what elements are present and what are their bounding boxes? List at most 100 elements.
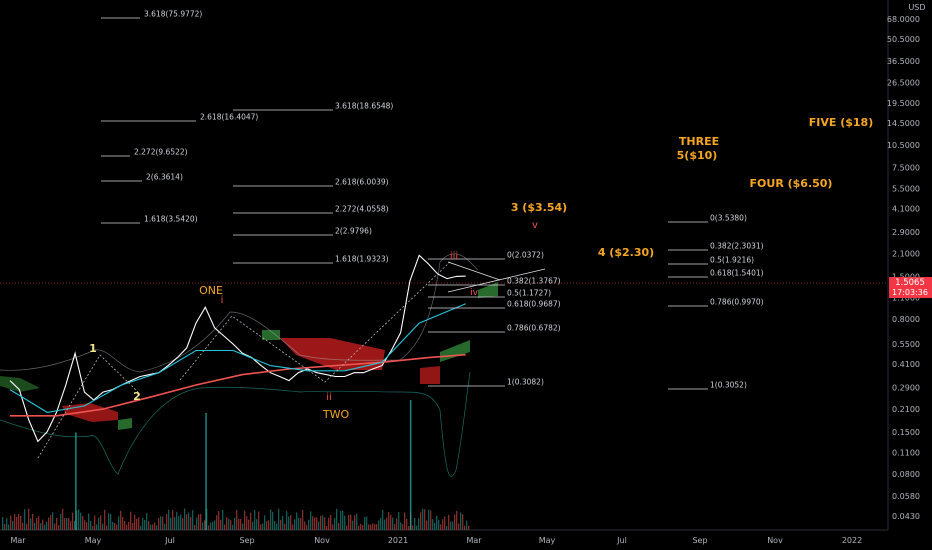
y-tick-label: 0.8000	[892, 315, 920, 324]
price-axis[interactable]: USD 68.0000 50.5000 36.5000 26.5000 19.5000 1…	[887, 0, 926, 530]
volume-bar	[84, 520, 86, 530]
volume-bar	[130, 511, 132, 530]
cloud-red-3	[420, 366, 440, 384]
fib-label: 0.618(1.5401)	[710, 269, 764, 278]
volume-bar	[246, 516, 248, 530]
fib-label: 0(2.0372)	[507, 251, 544, 260]
volume-bar	[320, 515, 322, 530]
volume-bar	[272, 511, 274, 530]
y-tick-label: 14.5000	[887, 119, 920, 128]
volume-bar	[384, 519, 386, 530]
cloud-green-3	[262, 330, 280, 340]
volume-bar	[284, 523, 286, 530]
volume-bar	[10, 515, 12, 530]
volume-bar	[342, 510, 344, 530]
volume-bar	[122, 517, 124, 530]
volume-bar	[150, 524, 152, 530]
volume-spike	[75, 432, 77, 530]
triangle-pattern	[447, 261, 546, 293]
price-axis-unit: USD	[908, 3, 925, 12]
volume-bar	[396, 518, 398, 530]
wave-label: FIVE ($18)	[809, 116, 873, 129]
volume-bar	[266, 521, 268, 530]
x-tick-label: Nov	[314, 536, 330, 545]
volume-bar	[18, 513, 20, 530]
y-tick-label: 26.5000	[887, 79, 920, 88]
fib-label: 0.618(0.9687)	[507, 300, 561, 309]
volume-bar	[256, 519, 258, 530]
volume-bar	[240, 518, 242, 530]
volume-bar	[372, 523, 374, 530]
price-tag: 1.5065 17:03:36	[889, 277, 932, 298]
volume-bar	[124, 520, 126, 530]
volume-bar	[250, 512, 252, 530]
volume-bar	[424, 509, 426, 530]
volume-bar	[328, 517, 330, 530]
fib-label: 0.382(2.3031)	[710, 242, 764, 251]
volume-spike	[409, 400, 412, 530]
y-tick-label: 0.1100	[892, 449, 920, 458]
volume-bar	[34, 522, 36, 530]
volume-bar	[32, 513, 34, 530]
fib-label: 3.618(18.6548)	[335, 102, 393, 111]
volume-bar	[368, 524, 370, 530]
volume-spike	[205, 413, 207, 530]
fib-levels: 3.618(75.9772) 2.618(16.4047) 2.272(9.6522…	[101, 10, 764, 390]
volume-bar	[392, 517, 394, 530]
volume-bar	[136, 518, 138, 530]
x-tick-label: Mar	[10, 536, 26, 545]
x-tick-label: 2021	[388, 536, 408, 545]
volume-bar	[92, 525, 94, 530]
volume-bar	[140, 525, 142, 530]
volume-bar	[236, 509, 238, 530]
volume-bar	[144, 519, 146, 530]
volume-bar	[128, 521, 130, 530]
volume-bar	[214, 520, 216, 530]
volume-bar	[148, 521, 150, 530]
volume-bar	[430, 510, 432, 530]
envelope-upper	[0, 253, 479, 373]
volume-bar	[312, 516, 314, 530]
volume-bar	[112, 521, 114, 530]
fib-label: 1(0.3052)	[710, 381, 747, 390]
x-tick-label: Sep	[239, 536, 254, 545]
fib-label: 0.382(1.3767)	[507, 277, 561, 286]
fib-label: 2.272(4.0558)	[335, 205, 389, 214]
volume-bar	[302, 510, 304, 530]
volume-bar	[248, 519, 250, 530]
volume-bar	[274, 521, 276, 530]
wave-label: 5($10)	[677, 149, 718, 162]
volume-bar	[348, 514, 350, 530]
volume-bar	[404, 512, 406, 530]
y-tick-label: 0.5500	[892, 340, 920, 349]
volume-bar	[292, 524, 294, 530]
volume-bar	[108, 513, 110, 530]
price-tag-bg	[889, 277, 932, 298]
volume-bar	[222, 509, 224, 530]
volume-bar	[286, 511, 288, 530]
wave-label: v	[532, 220, 538, 231]
volume-bar	[426, 520, 428, 530]
volume-bar	[52, 512, 54, 530]
wave-connectors	[37, 261, 451, 459]
volume-bar	[68, 517, 70, 530]
volume-bar	[464, 525, 466, 530]
volume-bar	[428, 509, 430, 530]
volume-bar	[104, 509, 106, 530]
volume-bar	[202, 522, 204, 530]
volume-bar	[316, 517, 318, 530]
volume-bar	[58, 525, 60, 530]
volume-bar	[466, 520, 468, 530]
volume-bar	[76, 510, 78, 530]
volume-bar	[234, 517, 236, 530]
volume-bar	[86, 522, 88, 530]
volume-bar	[158, 518, 160, 530]
volume-bar	[456, 510, 458, 530]
y-tick-label: 0.1500	[892, 428, 920, 437]
volume-bar	[278, 508, 280, 530]
volume-bar	[78, 509, 80, 530]
volume-bar	[242, 523, 244, 530]
wave-connector-1	[37, 354, 139, 459]
